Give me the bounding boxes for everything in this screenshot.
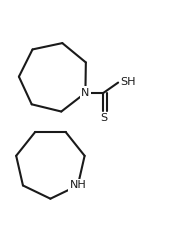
- Text: NH: NH: [69, 181, 86, 190]
- Text: SH: SH: [120, 77, 136, 87]
- Text: N: N: [81, 88, 90, 98]
- Text: S: S: [100, 113, 107, 123]
